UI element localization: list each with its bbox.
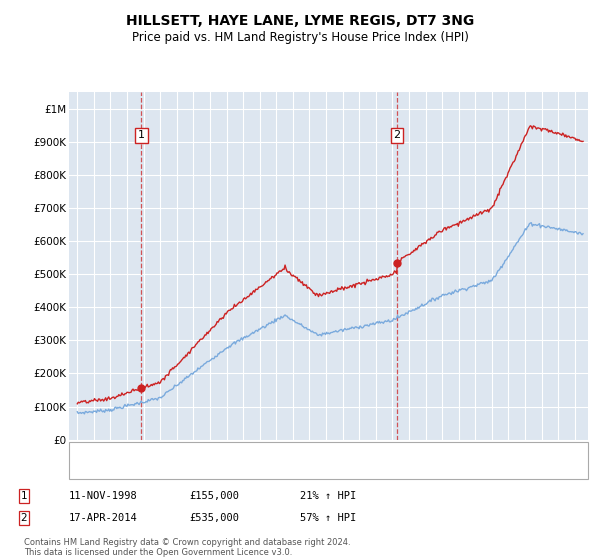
Text: 21% ↑ HPI: 21% ↑ HPI: [300, 491, 356, 501]
Text: Contains HM Land Registry data © Crown copyright and database right 2024.
This d: Contains HM Land Registry data © Crown c…: [24, 538, 350, 557]
Text: 2: 2: [20, 513, 28, 523]
Text: 2: 2: [394, 130, 401, 141]
Text: HILLSETT, HAYE LANE, LYME REGIS, DT7 3NG (detached house): HILLSETT, HAYE LANE, LYME REGIS, DT7 3NG…: [106, 449, 433, 458]
Text: 57% ↑ HPI: 57% ↑ HPI: [300, 513, 356, 523]
Text: HPI: Average price, detached house, Dorset: HPI: Average price, detached house, Dors…: [106, 465, 334, 475]
Text: 17-APR-2014: 17-APR-2014: [69, 513, 138, 523]
Text: 1: 1: [20, 491, 28, 501]
Text: 11-NOV-1998: 11-NOV-1998: [69, 491, 138, 501]
Text: £155,000: £155,000: [189, 491, 239, 501]
Text: 1: 1: [138, 130, 145, 141]
Text: £535,000: £535,000: [189, 513, 239, 523]
Text: Price paid vs. HM Land Registry's House Price Index (HPI): Price paid vs. HM Land Registry's House …: [131, 31, 469, 44]
Text: HILLSETT, HAYE LANE, LYME REGIS, DT7 3NG: HILLSETT, HAYE LANE, LYME REGIS, DT7 3NG: [126, 14, 474, 28]
